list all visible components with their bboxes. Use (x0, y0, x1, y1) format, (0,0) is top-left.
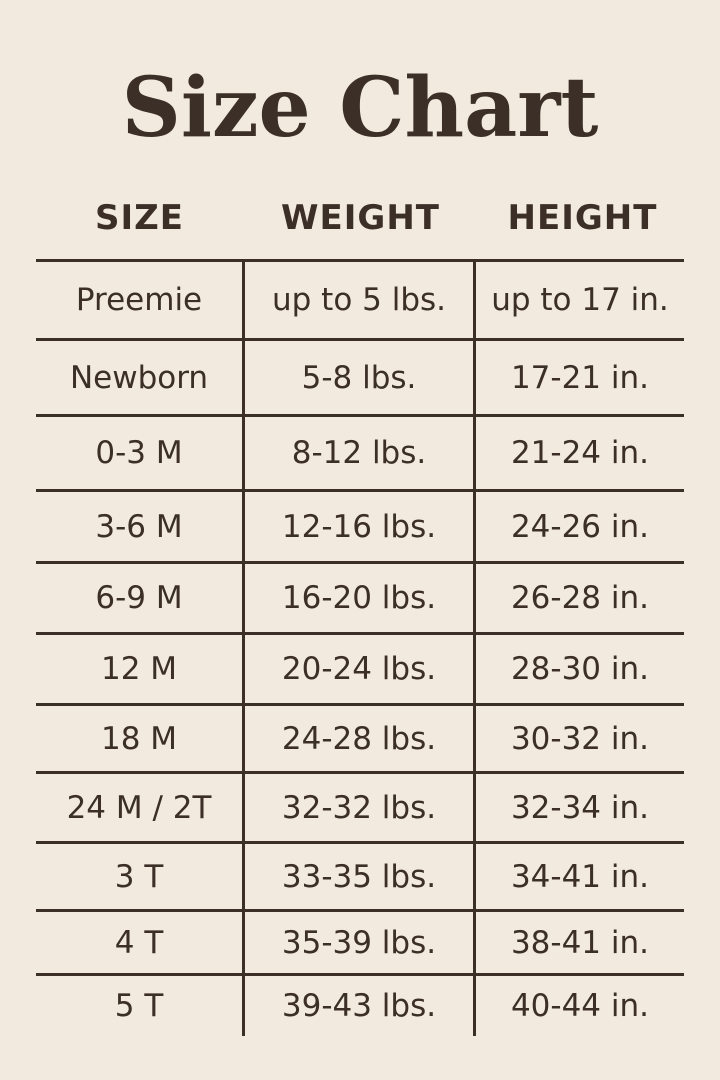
cell-size: 6-9 M (36, 564, 246, 632)
cell-weight: 32-32 lbs. (245, 774, 476, 841)
table-row: 4 T 35-39 lbs. 38-41 in. (36, 909, 684, 973)
page-title: Size Chart (121, 60, 599, 156)
cell-height: 38-41 in. (510, 924, 649, 961)
cell-height: 28-30 in. (510, 651, 649, 687)
size-table: Preemie up to 5 lbs. up to 17 in. Newborn 5-… (36, 259, 684, 1036)
cell-weight: 24-28 lbs. (245, 706, 476, 771)
cell-weight: 16-20 lbs. (245, 564, 476, 632)
cell-weight: 8-12 lbs. (245, 417, 476, 489)
table-row: 24 M / 2T 32-32 lbs. 32-34 in. (36, 771, 684, 841)
cell-height: 34-41 in. (510, 858, 649, 895)
table-row: Preemie up to 5 lbs. up to 17 in. (36, 259, 684, 338)
table-row: 12 M 20-24 lbs. 28-30 in. (36, 632, 684, 703)
cell-weight: 39-43 lbs. (245, 976, 476, 1036)
table-row: Newborn 5-8 lbs. 17-21 in. (36, 338, 684, 414)
cell-size: 5 T (36, 976, 246, 1036)
cell-size: 24 M / 2T (36, 774, 246, 841)
cell-size: 3-6 M (36, 492, 246, 561)
cell-size: Newborn (36, 341, 246, 414)
cell-height: 26-28 in. (510, 580, 649, 616)
cell-weight: 20-24 lbs. (245, 635, 476, 703)
cell-height: up to 17 in. (491, 282, 669, 318)
cell-size: 4 T (36, 912, 246, 973)
cell-height: 21-24 in. (510, 435, 649, 471)
header-weight: WEIGHT (281, 198, 440, 238)
header-height: HEIGHT (507, 198, 658, 238)
table-row: 6-9 M 16-20 lbs. 26-28 in. (36, 561, 684, 632)
cell-size: 3 T (36, 844, 246, 909)
cell-weight: 12-16 lbs. (245, 492, 476, 561)
cell-size: 12 M (36, 635, 246, 703)
cell-weight: 33-35 lbs. (245, 844, 476, 909)
cell-weight: 5-8 lbs. (245, 341, 476, 414)
table-row: 0-3 M 8-12 lbs. 21-24 in. (36, 414, 684, 489)
table-row: 5 T 39-43 lbs. 40-44 in. (36, 973, 684, 1036)
cell-weight: 35-39 lbs. (245, 912, 476, 973)
cell-size: 18 M (36, 706, 246, 771)
cell-height: 17-21 in. (510, 359, 649, 396)
cell-height: 24-26 in. (510, 508, 649, 545)
table-row: 3 T 33-35 lbs. 34-41 in. (36, 841, 684, 909)
cell-height: 40-44 in. (510, 988, 649, 1024)
cell-height: 30-32 in. (510, 720, 649, 757)
table-row: 3-6 M 12-16 lbs. 24-26 in. (36, 489, 684, 561)
cell-size: Preemie (36, 262, 246, 338)
header-size: SIZE (94, 198, 185, 238)
cell-weight: up to 5 lbs. (245, 262, 476, 338)
cell-height: 32-34 in. (510, 789, 649, 826)
table-row: 18 M 24-28 lbs. 30-32 in. (36, 703, 684, 771)
cell-size: 0-3 M (36, 417, 246, 489)
